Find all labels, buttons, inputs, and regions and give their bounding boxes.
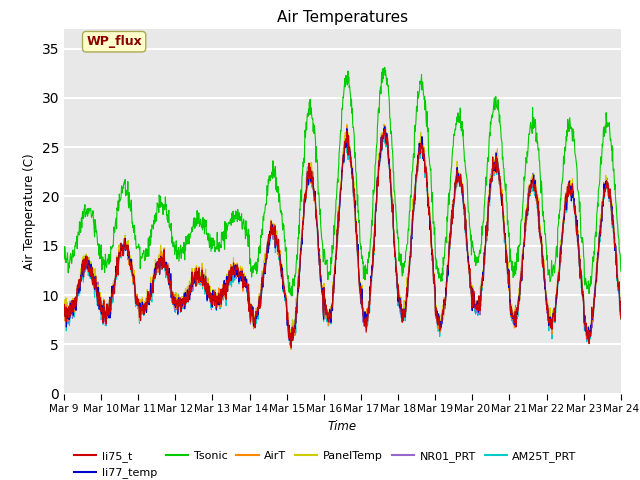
X-axis label: Time: Time (328, 420, 357, 432)
Y-axis label: Air Temperature (C): Air Temperature (C) (23, 153, 36, 269)
Legend: li75_t, li77_temp, Tsonic, AirT, PanelTemp, NR01_PRT, AM25T_PRT: li75_t, li77_temp, Tsonic, AirT, PanelTe… (70, 446, 581, 480)
Text: WP_flux: WP_flux (86, 35, 142, 48)
Title: Air Temperatures: Air Temperatures (277, 10, 408, 25)
